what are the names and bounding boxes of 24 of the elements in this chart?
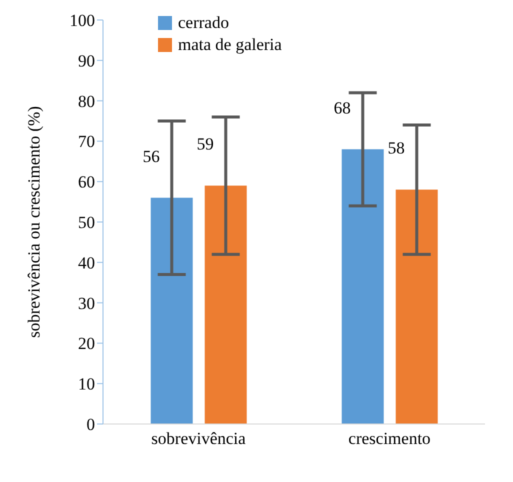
bar bbox=[342, 149, 384, 424]
x-tick-label: sobrevivência bbox=[151, 429, 246, 448]
y-tick-label: 80 bbox=[78, 92, 95, 111]
data-label: 58 bbox=[388, 138, 405, 158]
bar bbox=[150, 198, 193, 424]
legend-label: cerrado bbox=[178, 13, 229, 33]
bar bbox=[204, 186, 247, 424]
y-tick-label: 0 bbox=[86, 415, 95, 434]
data-label: 59 bbox=[196, 134, 214, 154]
data-label: 68 bbox=[334, 98, 351, 118]
y-tick-label: 60 bbox=[78, 172, 95, 192]
x-tick-label: crescimento bbox=[348, 429, 431, 448]
legend-label: mata de galeria bbox=[178, 35, 282, 55]
y-tick-label: 20 bbox=[78, 334, 95, 354]
y-tick-label: 100 bbox=[70, 11, 95, 30]
y-tick-label: 40 bbox=[78, 253, 95, 272]
y-tick-label: 50 bbox=[78, 213, 95, 232]
bar bbox=[396, 190, 438, 424]
y-tick-label: 30 bbox=[78, 294, 95, 313]
y-axis-title: sobrevivência ou crescimento (%) bbox=[24, 106, 44, 338]
y-tick-label: 90 bbox=[78, 51, 95, 70]
y-tick-label: 70 bbox=[78, 132, 95, 152]
y-tick-label: 10 bbox=[78, 374, 95, 394]
data-label: 56 bbox=[142, 146, 160, 166]
